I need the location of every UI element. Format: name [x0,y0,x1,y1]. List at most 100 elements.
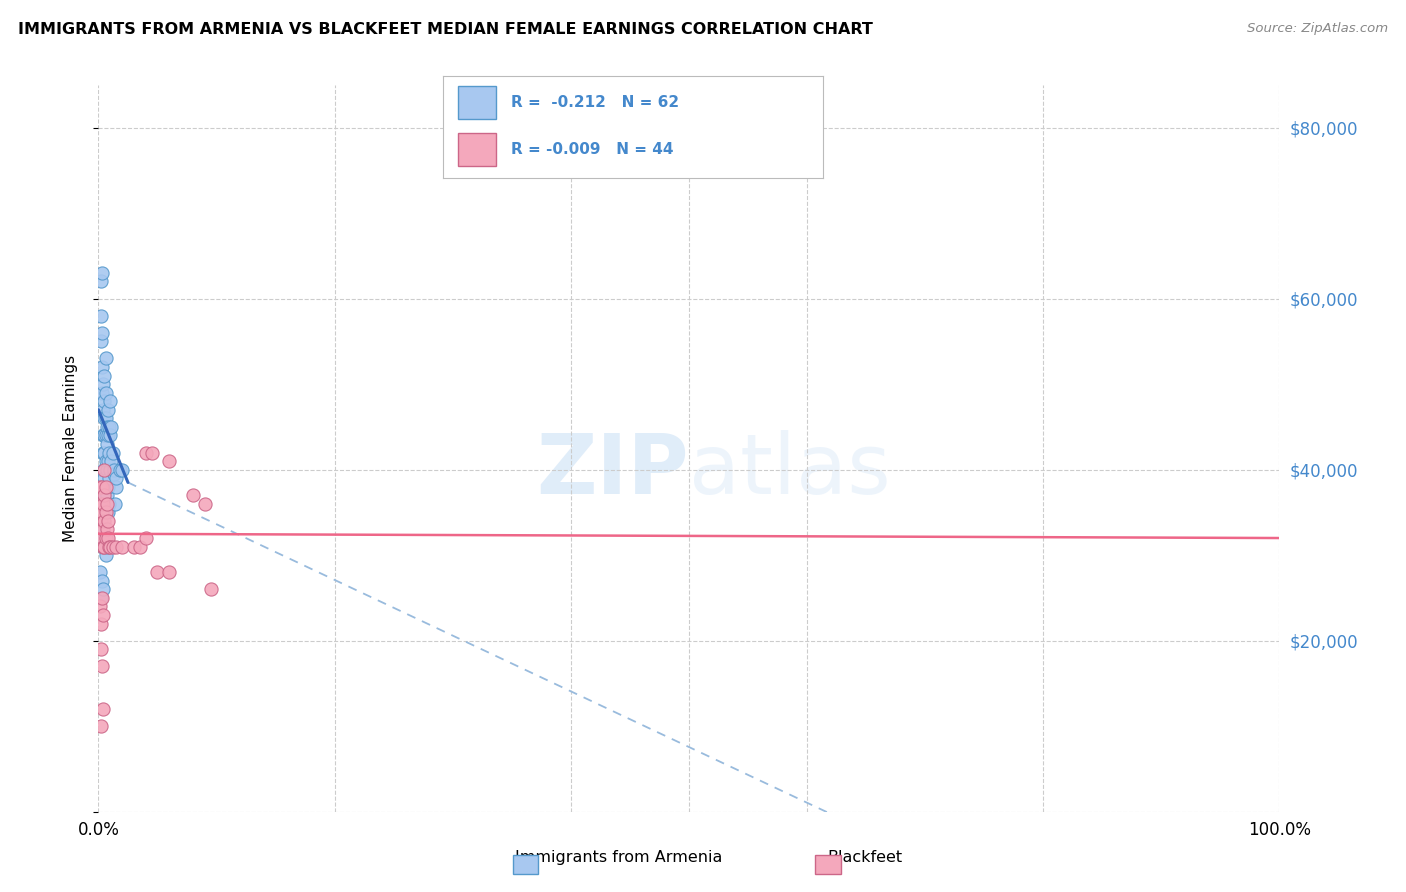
Point [98,540,121,554]
Point [91,462,114,476]
Point [93,488,115,502]
Point [93,514,115,528]
Point [91,591,114,605]
Point [97,402,120,417]
Point [135,531,157,545]
Point [135,445,157,459]
Point [96,497,118,511]
Point [103,467,125,481]
Point [96,540,118,554]
Point [91,574,114,588]
Point [105,540,128,554]
Point [98,428,121,442]
Point [96,523,118,537]
Point [89,480,111,494]
Point [94,480,117,494]
Point [96,462,118,476]
Text: IMMIGRANTS FROM ARMENIA VS BLACKFEET MEDIAN FEMALE EARNINGS CORRELATION CHART: IMMIGRANTS FROM ARMENIA VS BLACKFEET MED… [18,22,873,37]
Point [105,471,128,485]
Point [108,462,131,476]
Point [97,454,120,468]
Point [200,582,222,597]
Point [93,462,115,476]
Point [91,428,114,442]
Point [90,497,112,511]
Point [101,540,124,554]
Point [146,566,169,580]
Point [94,385,117,400]
Point [90,642,112,657]
Point [96,420,118,434]
Point [91,402,114,417]
Point [103,462,125,476]
Point [94,351,117,366]
Point [93,471,115,485]
Text: ZIP: ZIP [537,430,689,510]
Point [91,523,114,537]
Point [98,462,121,476]
Point [93,394,115,409]
Point [91,531,114,545]
Point [128,540,150,554]
Point [93,411,115,425]
Point [91,702,114,716]
Point [98,497,121,511]
Point [94,411,117,425]
Text: Blackfeet: Blackfeet [827,850,903,865]
Point [101,445,124,459]
Point [90,616,112,631]
Point [94,505,117,519]
Point [91,445,114,459]
Point [94,531,117,545]
Point [89,599,111,614]
Point [96,488,118,502]
Point [141,445,163,459]
Point [90,334,112,349]
Point [91,505,114,519]
Point [96,437,118,451]
Point [181,488,204,502]
Text: atlas: atlas [689,430,890,510]
Point [91,377,114,392]
Point [111,540,134,554]
Point [91,497,114,511]
Point [157,454,180,468]
Point [91,540,114,554]
Point [91,607,114,622]
Bar [458,133,496,166]
Point [91,480,114,494]
Point [97,428,120,442]
Point [89,566,111,580]
Point [93,445,115,459]
Point [122,540,145,554]
Point [94,548,117,562]
Point [90,719,112,733]
Point [91,359,114,374]
Point [98,540,121,554]
Point [91,582,114,597]
Point [91,326,114,340]
Point [100,420,122,434]
Text: Source: ZipAtlas.com: Source: ZipAtlas.com [1247,22,1388,36]
Point [93,540,115,554]
Point [90,309,112,323]
Point [91,540,114,554]
Text: R = -0.009   N = 44: R = -0.009 N = 44 [512,142,673,157]
Point [97,514,120,528]
Point [96,505,118,519]
Point [90,514,112,528]
Point [91,385,114,400]
Text: R =  -0.212   N = 62: R = -0.212 N = 62 [512,95,679,110]
Point [97,480,120,494]
Point [91,523,114,537]
Point [98,445,121,459]
Point [94,480,117,494]
Point [90,275,112,289]
Point [111,462,134,476]
Point [100,454,122,468]
Y-axis label: Median Female Earnings: Median Female Earnings [63,355,77,541]
Point [97,531,120,545]
Point [91,659,114,673]
Point [90,591,112,605]
Point [94,454,117,468]
